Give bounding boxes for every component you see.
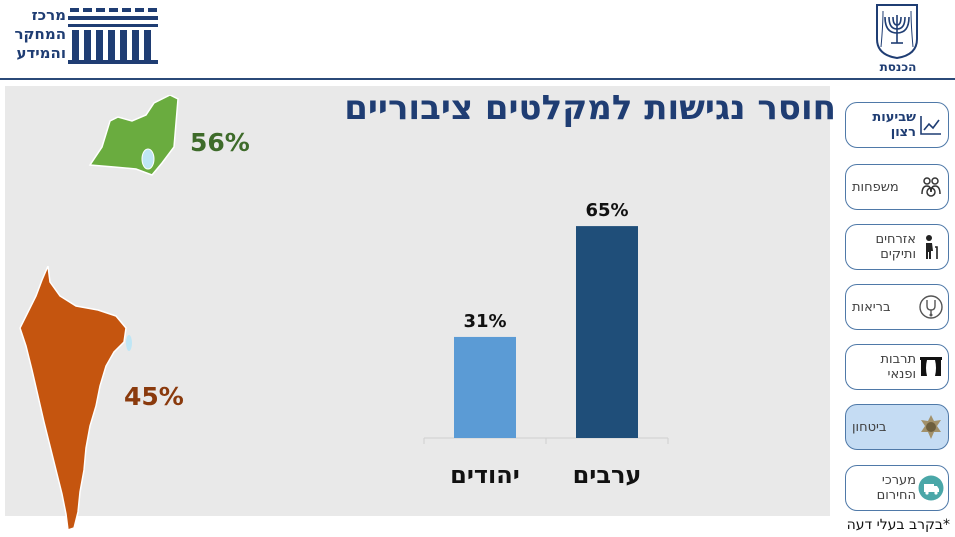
stethoscope-icon [919, 295, 943, 319]
header: מרכז המחקר והמידע הכנסת [0, 0, 955, 80]
nav-button-emergency-services[interactable]: מערכי החירום [845, 465, 949, 511]
nav-label-security: ביטחון [852, 419, 887, 435]
nav-button-senior-citizens[interactable]: אזרחים ותיקים [845, 224, 949, 270]
nav-label-health: בריאות [852, 299, 891, 315]
nav-button-satisfaction[interactable]: שביעות רצון [845, 102, 949, 148]
family-icon [921, 177, 941, 197]
nav-label-senior-citizens: אזרחים ותיקים [875, 232, 916, 262]
line-chart-icon [920, 116, 941, 135]
chart-category-label: ערבים [573, 461, 642, 489]
research-center-name: מרכז המחקר והמידע [6, 6, 66, 63]
org-name-line-1: מרכז [31, 6, 66, 24]
page-title: חוסר נגישות למקלטים ציבוריים [344, 88, 836, 128]
chart-data-label: 65% [585, 200, 628, 221]
knesset-label: הכנסת [879, 60, 917, 74]
elderly-icon [926, 235, 938, 259]
nav-label-families: משפחות [852, 179, 899, 195]
bar-chart: 31% יהודים 65% ערבים [423, 200, 669, 489]
nav-button-families[interactable]: משפחות [845, 164, 949, 210]
org-name-line-3: והמידע [16, 44, 66, 62]
chart-category-label: יהודים [450, 461, 520, 489]
north-region-percentage: 56% [190, 128, 250, 157]
security-badge-icon [921, 415, 941, 439]
nav-label-emergency-services: מערכי החירום [876, 473, 916, 503]
ambulance-icon [918, 475, 944, 501]
theater-curtain-icon [920, 357, 942, 376]
nav-button-culture-leisure[interactable]: תרבות ופנאי [845, 344, 949, 390]
nav-label-satisfaction: שביעות רצון [872, 110, 916, 140]
south-region-map [19, 266, 132, 532]
org-name-line-2: המחקר [14, 25, 66, 43]
chart-bar [454, 336, 516, 438]
research-center-logo-icon [68, 8, 158, 64]
north-region-map [88, 95, 179, 176]
chart-data-label: 31% [463, 311, 506, 332]
chart-bar [576, 226, 638, 438]
south-region-percentage: 45% [124, 382, 184, 411]
footnote: *בקרב בעלי דעה [846, 517, 950, 533]
knesset-emblem-icon [876, 4, 918, 59]
nav-label-culture-leisure: תרבות ופנאי [880, 352, 916, 382]
nav-button-health[interactable]: בריאות [845, 284, 949, 330]
nav-button-security[interactable]: ביטחון [845, 404, 949, 450]
header-divider [0, 78, 955, 80]
